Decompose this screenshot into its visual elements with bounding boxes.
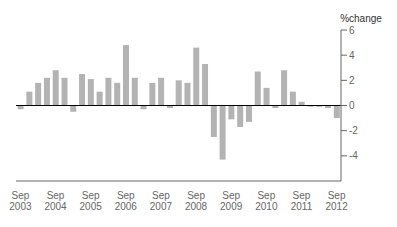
svg-text:Sep2012: Sep2012 [325,190,348,212]
svg-text:Sep2008: Sep2008 [185,190,208,212]
svg-text:6: 6 [349,25,355,36]
svg-text:4: 4 [349,50,355,61]
svg-text:Sep2007: Sep2007 [150,190,173,212]
svg-text:Sep2004: Sep2004 [44,190,67,212]
svg-text:-2: -2 [349,125,358,136]
svg-text:0: 0 [349,100,355,111]
svg-text:2: 2 [349,75,355,86]
svg-text:Sep2009: Sep2009 [220,190,243,212]
svg-text:%change: %change [340,13,382,24]
svg-text:Sep2011: Sep2011 [291,190,313,212]
svg-text:Sep2010: Sep2010 [255,190,278,212]
svg-text:-4: -4 [349,150,358,161]
svg-text:Sep2006: Sep2006 [115,190,138,212]
svg-text:Sep2003: Sep2003 [9,190,32,212]
svg-text:Sep2005: Sep2005 [80,190,103,212]
